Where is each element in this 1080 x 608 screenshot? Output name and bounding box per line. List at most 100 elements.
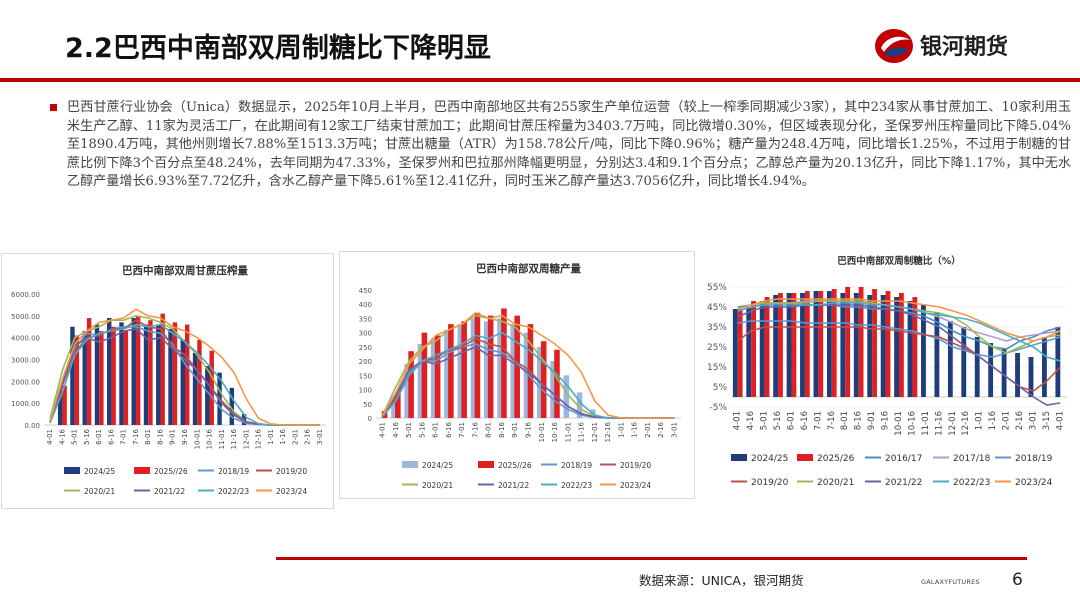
chart-panel-crush: 巴西中南部双周甘蔗压榨量 0.00 1000.00 2000.00 3000.00 400… bbox=[1, 253, 334, 509]
bar-2025-26 bbox=[135, 315, 141, 425]
bar-2025-26 bbox=[554, 349, 560, 418]
bar-2024-25 bbox=[974, 337, 980, 397]
bar-2025-26 bbox=[111, 326, 116, 425]
x-tick-label: 3-01 bbox=[316, 429, 324, 445]
bar-2025-26 bbox=[448, 324, 454, 418]
x-tick-label: 1-01 bbox=[617, 422, 625, 438]
x-tick-label: 6-16 bbox=[800, 411, 810, 430]
legend-label: 2021/22 bbox=[498, 481, 529, 490]
x-tick-label: 11-01 bbox=[921, 411, 931, 436]
bar-2025-26 bbox=[421, 332, 428, 418]
bar-2024-25 bbox=[430, 338, 437, 418]
x-tick-label: 2-01 bbox=[644, 422, 652, 438]
legend-swatch bbox=[134, 467, 150, 474]
x-tick-label: 3-01 bbox=[670, 422, 678, 438]
y-tick-label: 4000.00 bbox=[11, 335, 40, 343]
x-tick-label: 11-01 bbox=[218, 429, 226, 449]
bar-2025-26 bbox=[540, 341, 547, 418]
line-2021-22 bbox=[737, 304, 1061, 406]
legend-label: 2022/23 bbox=[953, 478, 990, 488]
bar-2025-26 bbox=[148, 320, 153, 425]
bar-2024-25 bbox=[1042, 337, 1047, 397]
bar-2025-26 bbox=[434, 335, 441, 418]
bar-2024-25 bbox=[853, 293, 859, 397]
bar-2025-26 bbox=[872, 289, 877, 397]
legend-label: 2023/24 bbox=[620, 481, 651, 490]
title-divider bbox=[0, 78, 1080, 82]
x-tick-label: 1-16 bbox=[279, 428, 287, 444]
y-tick-label: 50 bbox=[363, 401, 372, 409]
bar-2024-25 bbox=[156, 324, 161, 425]
bar-2025-26 bbox=[845, 287, 851, 397]
x-tick-label: 8-16 bbox=[854, 411, 864, 430]
legend-label: 2022/23 bbox=[561, 481, 592, 490]
x-tick-label: 7-01 bbox=[813, 411, 823, 430]
bar-2024-25 bbox=[1028, 357, 1034, 397]
x-tick-label: 9-01 bbox=[867, 411, 877, 430]
galaxy-futures-logo: 银河期货 bbox=[872, 26, 1047, 66]
x-tick-label: 6-16 bbox=[445, 421, 453, 437]
x-tick-label: 12-16 bbox=[255, 428, 263, 449]
x-tick-label: 4-16 bbox=[392, 421, 400, 437]
sugar-production-chart: 巴西中南部双周糖产量 0 50 100 150 200 250 300 350 400 450 4-0… bbox=[359, 262, 681, 490]
x-tick-label: 12-16 bbox=[604, 421, 612, 442]
legend-label: 2016/17 bbox=[885, 454, 922, 464]
x-tick-label: 5-01 bbox=[71, 429, 79, 445]
legend-swatch bbox=[731, 454, 747, 461]
bar-2025-26 bbox=[123, 331, 129, 425]
bar-2025-26 bbox=[74, 335, 80, 425]
chart-title: 巴西中南部双周糖产量 bbox=[476, 262, 581, 275]
y-tick-label: 25% bbox=[707, 343, 727, 353]
x-tick-label: 2-01 bbox=[291, 429, 299, 445]
bar-2025-26 bbox=[737, 309, 743, 397]
bar-2024-25 bbox=[82, 331, 87, 425]
x-tick-label: 6-01 bbox=[95, 429, 103, 445]
legend-label: 2022/23 bbox=[218, 487, 249, 496]
bar-2025-26 bbox=[501, 308, 507, 418]
x-tick-label: 4-16 bbox=[58, 428, 66, 444]
bar-2025-26 bbox=[160, 313, 165, 425]
bar-2025-26 bbox=[899, 293, 904, 397]
x-tick-label: 4-16 bbox=[746, 411, 756, 430]
x-tick-label: 8-01 bbox=[485, 422, 493, 438]
chart-title: 巴西中南部双周甘蔗压榨量 bbox=[122, 264, 248, 277]
bar-2024-25 bbox=[759, 301, 765, 397]
summary-paragraph: 巴西甘蔗行业协会（Unica）数据显示，2025年10月上半月，巴西中南部地区共… bbox=[67, 100, 1071, 190]
legend-label: 2025//26 bbox=[498, 461, 532, 470]
bar-2024-25 bbox=[563, 375, 570, 418]
bar-2025-26 bbox=[185, 324, 190, 425]
y-tick-label: 35% bbox=[707, 323, 727, 333]
x-tick-label: 3-15 bbox=[1042, 411, 1052, 430]
x-tick-label: 10-16 bbox=[907, 411, 917, 436]
bar-2024-25 bbox=[576, 392, 583, 418]
y-tick-label: 15% bbox=[707, 363, 727, 373]
x-tick-label: 5-16 bbox=[418, 421, 426, 437]
x-tick-label: 10-01 bbox=[538, 422, 546, 442]
legend-label: 2024/25 bbox=[751, 454, 788, 464]
x-tick-label: 8-16 bbox=[498, 421, 506, 437]
x-tick-label: 5-16 bbox=[83, 428, 91, 444]
x-tick-label: 2-01 bbox=[1002, 411, 1012, 430]
crush-volume-chart: 巴西中南部双周甘蔗压榨量 0.00 1000.00 2000.00 3000.00 400… bbox=[11, 264, 326, 496]
data-source-note: 数据来源：UNICA，银河期货 bbox=[639, 573, 804, 588]
x-tick-label: 1-01 bbox=[975, 411, 985, 430]
y-tick-label: 100 bbox=[359, 387, 372, 395]
bar-2025-26 bbox=[172, 322, 178, 425]
x-tick-label: 4-01 bbox=[1055, 411, 1065, 430]
legend-label: 2023/24 bbox=[276, 487, 307, 496]
y-tick-label: 300 bbox=[359, 330, 372, 338]
y-tick-label: 450 bbox=[359, 287, 372, 295]
bar-2024-25 bbox=[483, 321, 490, 418]
bar-2024-25 bbox=[732, 309, 738, 397]
line-2023-24 bbox=[381, 311, 675, 419]
x-tick-label: 7-16 bbox=[132, 428, 140, 444]
bar-2024-25 bbox=[826, 291, 832, 397]
legend-label: 2019/20 bbox=[620, 461, 651, 470]
legend-label: 2024/25 bbox=[84, 467, 115, 476]
x-tick-label: 5-01 bbox=[760, 411, 770, 430]
bar-2025-26 bbox=[831, 289, 837, 397]
bar-2024-25 bbox=[444, 329, 450, 418]
bar-2025-26 bbox=[778, 293, 783, 397]
x-tick-label: 7-16 bbox=[471, 421, 479, 437]
legend-label: 2021/22 bbox=[885, 478, 922, 488]
